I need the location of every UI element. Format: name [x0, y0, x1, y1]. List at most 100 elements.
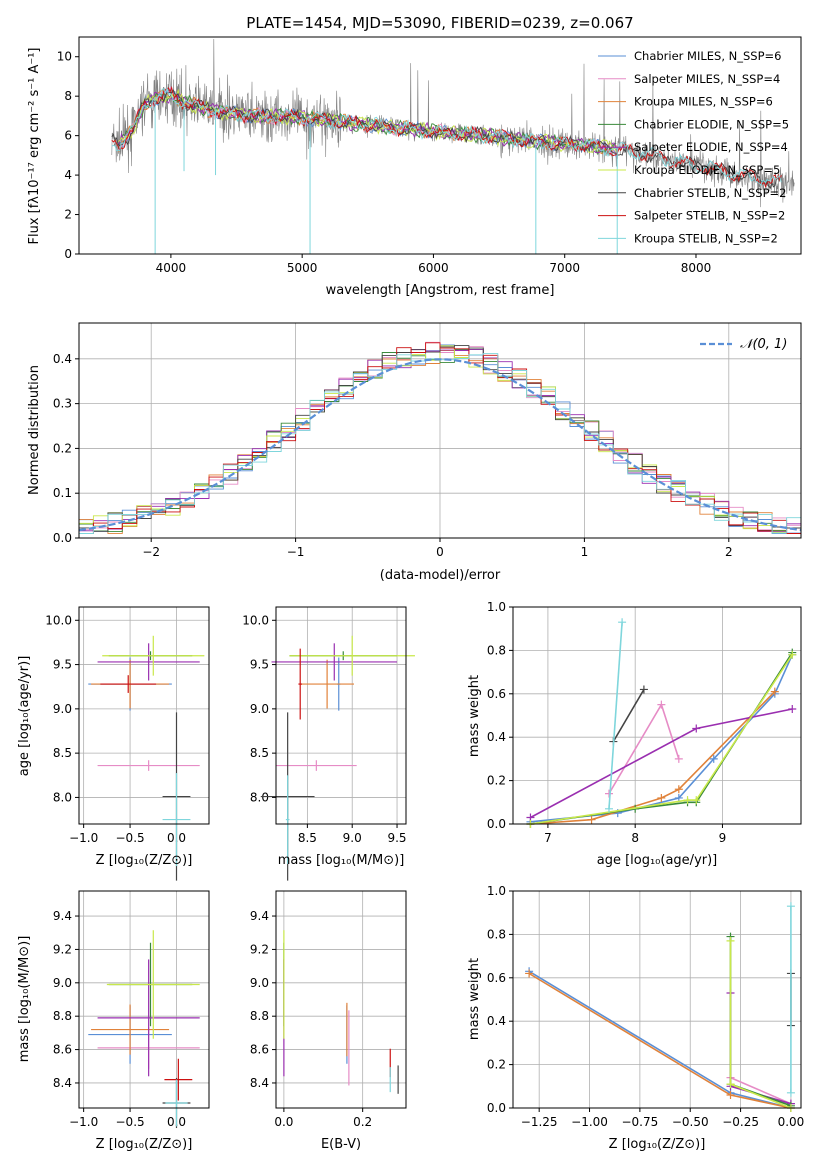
- point-marker-salp_miles: [657, 700, 666, 709]
- y-tick-label: 8.4: [53, 1076, 72, 1090]
- mass-z-xlabel: Z [log₁₀(Z/Z⊙)]: [96, 1137, 193, 1152]
- point-marker-krou_miles: [587, 815, 596, 824]
- age-z-xlabel: Z [log₁₀(Z/Z⊙)]: [96, 853, 193, 868]
- model-spectrum-salp_elodie: [117, 91, 617, 154]
- x-tick-label: −1.25: [521, 1115, 558, 1129]
- x-tick-label: 8.5: [298, 831, 317, 845]
- series-line-salp_miles: [730, 1076, 792, 1105]
- legend-label: Chabrier MILES, N_SSP=6: [634, 49, 781, 63]
- y-tick-label: 8.5: [53, 746, 72, 760]
- x-tick-label: 2: [725, 545, 733, 559]
- y-tick-label: 8.0: [250, 790, 269, 804]
- point-marker-krou_stelib: [786, 1088, 795, 1097]
- y-tick-label: 0.8: [487, 643, 506, 657]
- y-tick-label: 8.5: [250, 746, 269, 760]
- x-tick-label: 4000: [156, 261, 187, 275]
- legend-label: Salpeter ELODIE, N_SSP=4: [634, 140, 788, 154]
- point-marker-krou_miles: [525, 969, 534, 978]
- x-tick-label: −1.00: [571, 1115, 608, 1129]
- residual-histogram-salp_stelib: [79, 342, 801, 534]
- legend-label: Chabrier ELODIE, N_SSP=5: [634, 117, 789, 131]
- residual-histogram-krou_elodie: [79, 345, 801, 534]
- weight-z-xlabel: Z [log₁₀(Z/Z⊙)]: [609, 1137, 706, 1152]
- age-mass-xlabel: mass [log₁₀(M/M⊙)]: [278, 853, 405, 868]
- legend-label: Kroupa STELIB, N_SSP=2: [634, 231, 778, 245]
- x-tick-label: 9.5: [387, 831, 406, 845]
- y-tick-label: 10.0: [242, 613, 269, 627]
- age-z-ylabel: age [log₁₀(age/yr)]: [17, 656, 32, 777]
- point-marker-krou_stelib: [618, 618, 627, 627]
- point-marker-krou_elodie: [683, 796, 692, 805]
- point-marker-krou_miles: [657, 793, 666, 802]
- y-tick-label: 2: [64, 208, 72, 222]
- point-marker-krou_miles: [770, 687, 779, 696]
- point-marker-salp_elodie: [788, 704, 797, 713]
- histogram-xlabel: (data-model)/error: [380, 568, 501, 583]
- y-tick-label: 0.0: [487, 817, 506, 831]
- x-tick-label: 7: [544, 831, 552, 845]
- mass-vs-metallicity-panel: −1.0 −0.5 0.08.48.68.89.09.29.4 Z [log₁₀(Z…: [17, 890, 210, 1152]
- y-tick-label: 9.0: [53, 976, 72, 990]
- y-tick-label: 1.0: [487, 884, 506, 898]
- model-spectrum-krou_stelib: [111, 86, 782, 187]
- x-tick-label: 9.0: [343, 831, 362, 845]
- y-tick-label: 0.3: [53, 397, 72, 411]
- point-marker-salp_elodie: [692, 724, 701, 733]
- y-tick-label: 8.6: [250, 1043, 269, 1057]
- y-tick-label: 0.2: [487, 1058, 506, 1072]
- x-tick-label: 0.2: [353, 1115, 372, 1129]
- x-tick-label: 0.0: [274, 1115, 293, 1129]
- spectrum-xlabel: wavelength [Angstrom, rest frame]: [326, 283, 555, 298]
- y-tick-label: 0.0: [487, 1101, 506, 1115]
- x-tick-label: −0.5: [116, 1115, 145, 1129]
- x-tick-label: 7000: [549, 261, 580, 275]
- weight-vs-metallicity-panel: −1.25 −1.00 −0.75 −0.50 −0.25 0.00 0.0 0.2 0.4 0.…: [467, 884, 804, 1152]
- series-line-chab_miles: [530, 654, 794, 823]
- residual-histogram-panel: −2 −1 0 1 2 0.0 0.1 0.2 0.3 0.4 (data-model)/erro…: [27, 322, 802, 583]
- y-tick-label: 9.0: [250, 976, 269, 990]
- spectrum-ylabel: Flux [fλ10⁻¹⁷ erg cm⁻² s⁻¹ A⁻¹]: [27, 48, 42, 245]
- series-line-chab_stelib: [612, 689, 645, 742]
- point-marker-krou_miles: [726, 1090, 735, 1099]
- y-tick-label: 0.1: [53, 486, 72, 500]
- mass-vs-extinction-panel: 0.0 0.2 8.4 8.6 8.8 9.0 9.2 9.4 E(B-V): [250, 890, 407, 1152]
- x-tick-label: −2: [142, 545, 160, 559]
- histogram-ylabel: Normed distribution: [27, 365, 42, 495]
- legend-label: Kroupa MILES, N_SSP=6: [634, 95, 773, 109]
- point-marker-chab_miles: [709, 754, 718, 763]
- weight-z-ylabel: mass weight: [467, 958, 482, 1040]
- residual-histogram-chab_elodie: [79, 349, 801, 533]
- x-tick-label: −0.50: [672, 1115, 709, 1129]
- y-tick-label: 8.0: [53, 790, 72, 804]
- spectrum-legend: Chabrier MILES, N_SSP=6 Salpeter MILES, N…: [598, 49, 789, 245]
- point-marker-krou_elodie: [788, 650, 797, 659]
- age-vs-mass-panel: 8.5 9.0 9.5 8.0 8.5 9.0 9.5 10.0 mass [log₁₀(M/…: [242, 606, 415, 881]
- legend-label: Salpeter MILES, N_SSP=4: [634, 72, 780, 86]
- y-tick-label: 9.0: [53, 702, 72, 716]
- x-tick-label: 5000: [287, 261, 318, 275]
- point-marker-krou_elodie: [692, 796, 701, 805]
- y-tick-label: 9.0: [250, 702, 269, 716]
- y-tick-label: 6: [64, 129, 72, 143]
- y-tick-label: 1.0: [487, 600, 506, 614]
- y-tick-label: 8.4: [250, 1076, 269, 1090]
- point-marker-salp_miles: [674, 754, 683, 763]
- model-spectrum-chab_stelib: [111, 89, 782, 190]
- y-tick-label: 0.2: [53, 441, 72, 455]
- y-tick-label: 9.4: [250, 909, 269, 923]
- x-tick-label: 0.00: [778, 1115, 805, 1129]
- y-tick-label: 8.8: [53, 1009, 72, 1023]
- y-tick-label: 4: [64, 168, 72, 182]
- weight-age-xlabel: age [log₁₀(age/yr)]: [597, 853, 718, 868]
- y-tick-label: 0.8: [487, 927, 506, 941]
- y-tick-label: 9.2: [250, 942, 269, 956]
- y-tick-label: 10: [57, 50, 72, 64]
- y-tick-label: 9.5: [53, 658, 72, 672]
- x-tick-label: 1: [581, 545, 589, 559]
- x-tick-label: −1.0: [69, 831, 98, 845]
- legend-label: Salpeter STELIB, N_SSP=2: [634, 209, 785, 223]
- x-tick-label: −0.5: [116, 831, 145, 845]
- y-tick-label: 8: [64, 89, 72, 103]
- y-tick-label: 10.0: [45, 613, 72, 627]
- point-marker-krou_elodie: [726, 1080, 735, 1089]
